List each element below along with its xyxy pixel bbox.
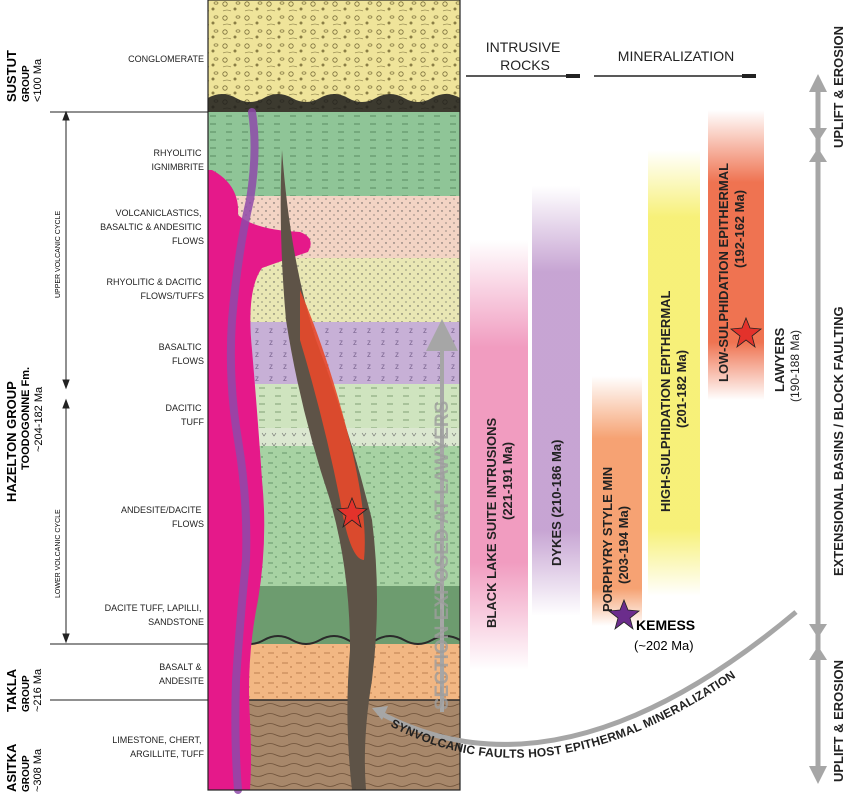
layer-rhyolitic-ignimbrite bbox=[208, 112, 460, 196]
lower-cycle-label: LOWER VOLCANIC CYCLE bbox=[55, 509, 62, 598]
rock-unit-label: ANDESITE/DACITE FLOWS bbox=[121, 505, 204, 529]
lawyers-star-in-column bbox=[335, 496, 369, 529]
rock-unit-label: BASALTIC FLOWS bbox=[159, 342, 204, 366]
svg-text:<100 Ma: <100 Ma bbox=[32, 58, 44, 102]
tectonic-column: UPLIFT & EROSION EXTENSIONAL BASINS / BL… bbox=[809, 26, 846, 784]
black-lake-intrusion-bar bbox=[470, 240, 528, 670]
svg-text:LOW-SULPHIDATION EPITHERMAL: LOW-SULPHIDATION EPITHERMAL bbox=[716, 163, 731, 382]
rock-unit-label: LIMESTONE, CHERT, ARGILLITE, TUFF bbox=[112, 735, 204, 759]
high-sulphidation-bar bbox=[648, 150, 700, 596]
section-label: SECTION EXPOSED AT LAWYERS bbox=[432, 401, 453, 710]
svg-text:GROUP: GROUP bbox=[21, 65, 32, 102]
rock-unit-label: BASALT & ANDESITE bbox=[159, 662, 204, 686]
svg-text:(203-194 Ma): (203-194 Ma) bbox=[616, 506, 631, 584]
svg-text:HIGH-SULPHIDATION EPITHERMAL: HIGH-SULPHIDATION EPITHERMAL bbox=[658, 290, 673, 512]
svg-text:(201-182 Ma): (201-182 Ma) bbox=[674, 350, 689, 428]
svg-text:TOODOGONNE Fm.: TOODOGONNE Fm. bbox=[20, 367, 32, 470]
svg-text:~216 Ma: ~216 Ma bbox=[32, 668, 44, 712]
group-labels: SUSTUT GROUP <100 Ma HAZELTON GROUP TOOD… bbox=[4, 50, 45, 792]
kemess-name: KEMESS bbox=[636, 617, 695, 633]
svg-text:(192-162 Ma): (192-162 Ma) bbox=[732, 190, 747, 268]
dyke-body bbox=[226, 108, 259, 794]
ore-zone bbox=[300, 290, 365, 560]
intrusive-rocks: BLACK LAKE SUITE INTRUSIONS (221-191 Ma)… bbox=[470, 186, 580, 670]
svg-text:BLACK LAKE SUITE INTRUSIONS: BLACK LAKE SUITE INTRUSIONS bbox=[484, 418, 499, 629]
tectonic-uplift-top: UPLIFT & EROSION bbox=[831, 26, 846, 148]
svg-text:DYKES (210-186 Ma): DYKES (210-186 Ma) bbox=[549, 440, 564, 566]
rock-unit-label: RHYOLITIC & DACITIC FLOWS/TUFFS bbox=[106, 277, 204, 301]
svg-text:GROUP: GROUP bbox=[21, 755, 32, 792]
group-takla: TAKLA bbox=[4, 668, 19, 712]
mineralization-header: MINERALIZATION bbox=[618, 48, 734, 64]
tectonic-extension: EXTENSIONAL BASINS / BLOCK FAULTING bbox=[831, 306, 846, 576]
group-sustut: SUSTUT bbox=[4, 50, 19, 102]
lawyers-name: LAWYERS bbox=[772, 327, 787, 392]
intrusive-header: INTRUSIVE ROCKS bbox=[486, 39, 565, 73]
upper-cycle-label: UPPER VOLCANIC CYCLE bbox=[55, 211, 62, 298]
layer-conglomerate bbox=[208, 0, 460, 112]
svg-text:GROUP: GROUP bbox=[21, 675, 32, 712]
low-sulphidation-bar bbox=[708, 110, 764, 400]
lawyers-star bbox=[729, 316, 763, 349]
stratigraphic-column bbox=[50, 0, 461, 794]
group-asitka: ASITKA bbox=[4, 743, 19, 792]
rock-unit-label: RHYOLITIC IGNIMBRITE bbox=[151, 148, 204, 172]
cycle-labels: UPPER VOLCANIC CYCLE LOWER VOLCANIC CYCL… bbox=[55, 211, 62, 598]
tectonic-uplift-bottom: UPLIFT & EROSION bbox=[831, 660, 846, 782]
kemess-star bbox=[607, 598, 641, 631]
porphyry-bar bbox=[592, 376, 642, 626]
dykes-bar bbox=[532, 186, 580, 616]
rock-unit-label: CONGLOMERATE bbox=[128, 54, 204, 64]
svg-text:~308 Ma: ~308 Ma bbox=[32, 748, 44, 792]
kemess-age: (~202 Ma) bbox=[634, 638, 694, 653]
rock-unit-label: VOLCANICLASTICS, BASALTIC & ANDESITIC FL… bbox=[100, 208, 204, 246]
column-headers: INTRUSIVE ROCKS MINERALIZATION bbox=[466, 39, 756, 78]
rock-unit-label: DACITIC TUFF bbox=[165, 403, 204, 427]
mineralization-styles: PORPHYRY STYLE MIN (203-194 Ma) HIGH-SUL… bbox=[592, 110, 764, 626]
svg-text:~204-182 Ma: ~204-182 Ma bbox=[33, 386, 45, 452]
rock-unit-labels: CONGLOMERATE RHYOLITIC IGNIMBRITE VOLCAN… bbox=[100, 54, 204, 759]
deposits: KEMESS (~202 Ma) LAWYERS (190-188 Ma) bbox=[607, 316, 802, 653]
lawyers-age: (190-188 Ma) bbox=[788, 330, 802, 402]
group-hazelton: HAZELTON GROUP bbox=[4, 381, 19, 502]
section-arrow: SECTION EXPOSED AT LAWYERS bbox=[426, 319, 458, 712]
svg-text:PORPHYRY STYLE MIN: PORPHYRY STYLE MIN bbox=[600, 467, 615, 612]
rock-unit-label: DACITE TUFF, LAPILLI, SANDSTONE bbox=[105, 603, 204, 627]
svg-text:(221-191 Ma): (221-191 Ma) bbox=[500, 442, 515, 520]
